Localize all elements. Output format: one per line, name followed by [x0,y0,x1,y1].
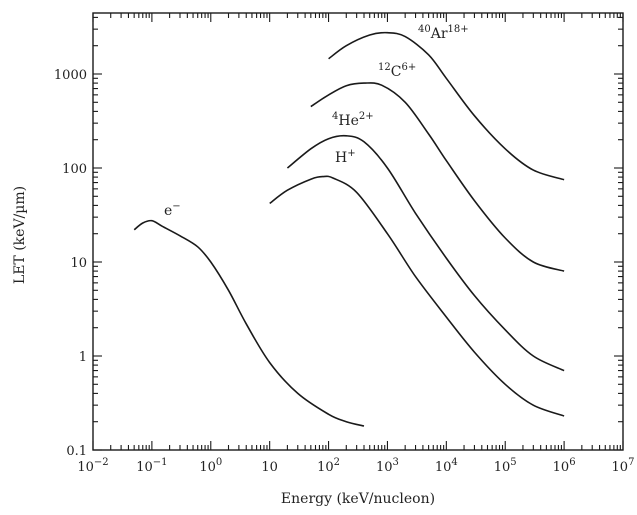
x-tick-label: 102 [317,457,340,475]
series-label-helium: 4He2+ [332,111,374,129]
y-tick-label: 100 [62,162,87,177]
series-curves [133,31,565,427]
y-tick-label: 0.1 [66,444,87,459]
x-tick-label: 106 [553,457,576,475]
series-line-electron [133,219,365,427]
x-tick-label: 107 [612,457,635,475]
series-line-argon [328,31,565,181]
x-tick-label: 100 [199,457,222,475]
series-label-electron: e− [164,201,181,219]
x-tick-label: 10 [261,460,278,475]
x-tick-label: 104 [435,457,458,475]
y-tick-labels: 0.1 1 10 100 1000 [54,68,87,459]
plot-frame [92,12,624,451]
series-line-helium [286,134,565,372]
y-tick-label: 1 [79,350,87,365]
x-tick-label: 103 [376,457,399,475]
y-tick-label: 10 [70,256,87,271]
axis-ticks [92,13,624,451]
y-tick-label: 1000 [54,68,87,83]
x-tick-labels: 10−2 10−1 100 10 102 103 104 105 106 107 [77,457,634,475]
series-line-carbon [310,82,565,272]
x-axis-title: Energy (keV/nucleon) [281,491,435,507]
x-tick-label: 10−1 [136,457,167,475]
y-axis-title: LET (keV/µm) [12,186,28,284]
series-line-proton [269,175,565,417]
x-tick-label: 105 [494,457,517,475]
series-label-carbon: 12C6+ [378,62,416,80]
series-label-argon: 40Ar18+ [418,24,469,42]
series-labels: e− H+ 4He2+ 12C6+ 40Ar18+ [164,24,469,219]
series-label-proton: H+ [335,148,356,166]
x-tick-label: 10−2 [77,457,108,475]
